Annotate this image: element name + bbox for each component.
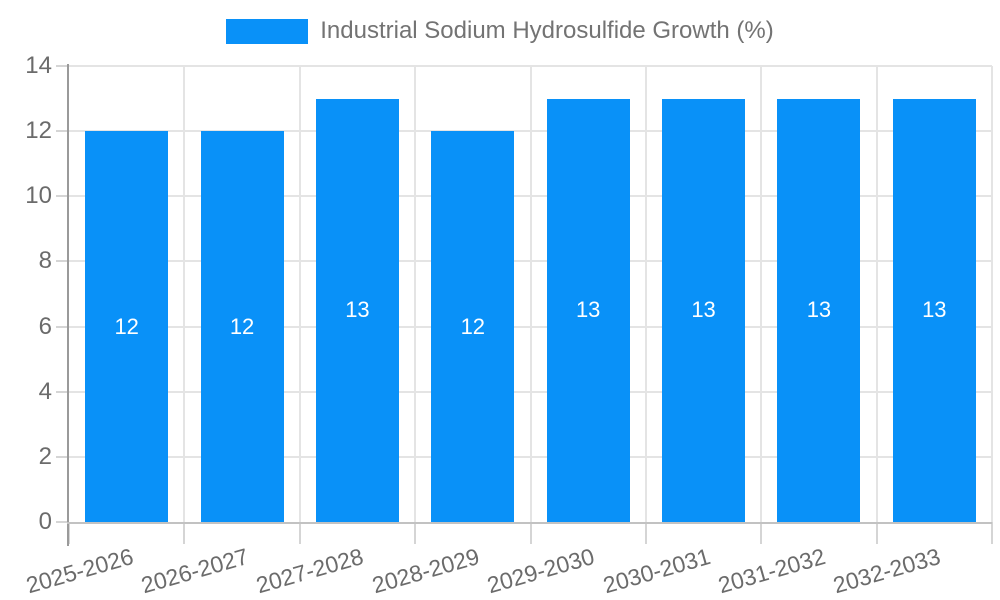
x-axis-tick	[991, 522, 993, 544]
gridline-vertical	[644, 66, 647, 522]
y-axis-tick	[56, 65, 69, 67]
x-axis-tick	[414, 522, 417, 544]
bar-value-label: 13	[691, 297, 716, 323]
y-axis-label: 6	[38, 312, 52, 340]
gridline-vertical	[760, 66, 763, 522]
y-axis-tick	[56, 521, 69, 523]
x-axis-label: 2026-2027	[138, 543, 252, 599]
bar-2029-2030: 13	[546, 98, 630, 522]
x-axis-tick	[644, 522, 647, 544]
legend-swatch	[226, 18, 309, 44]
y-axis-label: 2	[38, 442, 52, 470]
y-axis-label: 10	[25, 182, 52, 210]
gridline-vertical	[298, 66, 301, 522]
y-axis-tick	[56, 325, 69, 328]
y-axis-label: 14	[25, 52, 52, 79]
x-axis-label: 2029-2030	[484, 543, 598, 599]
x-axis-label: 2028-2029	[369, 543, 482, 599]
bar-2025-2026: 12	[85, 131, 169, 522]
gridline-vertical	[414, 66, 417, 522]
y-axis-line	[67, 64, 69, 546]
x-axis-label: 2031-2032	[715, 543, 829, 599]
y-axis-label: 12	[25, 117, 52, 145]
gridline-vertical	[991, 66, 993, 522]
gridline-vertical	[875, 66, 878, 522]
gridline-vertical	[183, 66, 186, 522]
x-axis-tick	[529, 522, 532, 544]
legend-title: Industrial Sodium Hydrosulfide Growth (%…	[320, 17, 774, 44]
x-axis-label: 2027-2028	[253, 543, 367, 599]
x-axis-tick	[68, 522, 70, 544]
bar-value-label: 13	[806, 297, 832, 323]
x-axis-tick	[875, 522, 878, 544]
bar-2030-2031: 13	[662, 98, 746, 522]
y-axis-tick	[56, 195, 69, 198]
x-axis-tick	[298, 522, 301, 544]
gridline-vertical	[529, 66, 532, 522]
bar-2031-2032: 13	[777, 98, 861, 522]
bar-value-label: 12	[114, 313, 139, 339]
y-axis-label: 8	[38, 247, 52, 275]
x-axis-tick	[760, 522, 763, 544]
y-axis-tick	[56, 455, 69, 458]
bar-value-label: 13	[922, 297, 947, 323]
y-axis-tick	[56, 390, 69, 393]
bar-value-label: 13	[575, 297, 601, 323]
y-axis-label: 0	[38, 508, 52, 535]
bar-2026-2027: 12	[200, 131, 284, 522]
x-axis-label: 2025-2026	[22, 543, 136, 599]
x-axis-line	[67, 522, 992, 524]
bar-2028-2029: 12	[431, 131, 515, 522]
chart-legend[interactable]: Industrial Sodium Hydrosulfide Growth (%…	[0, 17, 1000, 45]
bar-value-label: 13	[345, 297, 370, 323]
x-axis-label: 2030-2031	[599, 543, 713, 599]
y-axis-tick	[56, 130, 69, 133]
x-axis-label: 2032-2033	[830, 543, 944, 599]
y-axis-label: 4	[38, 377, 52, 405]
y-axis-tick	[56, 260, 69, 263]
bar-value-label: 12	[460, 313, 486, 339]
bar-2027-2028: 13	[315, 98, 399, 522]
x-axis-tick	[183, 522, 186, 544]
bar-2032-2033: 13	[892, 98, 976, 522]
bar-value-label: 12	[229, 313, 255, 339]
